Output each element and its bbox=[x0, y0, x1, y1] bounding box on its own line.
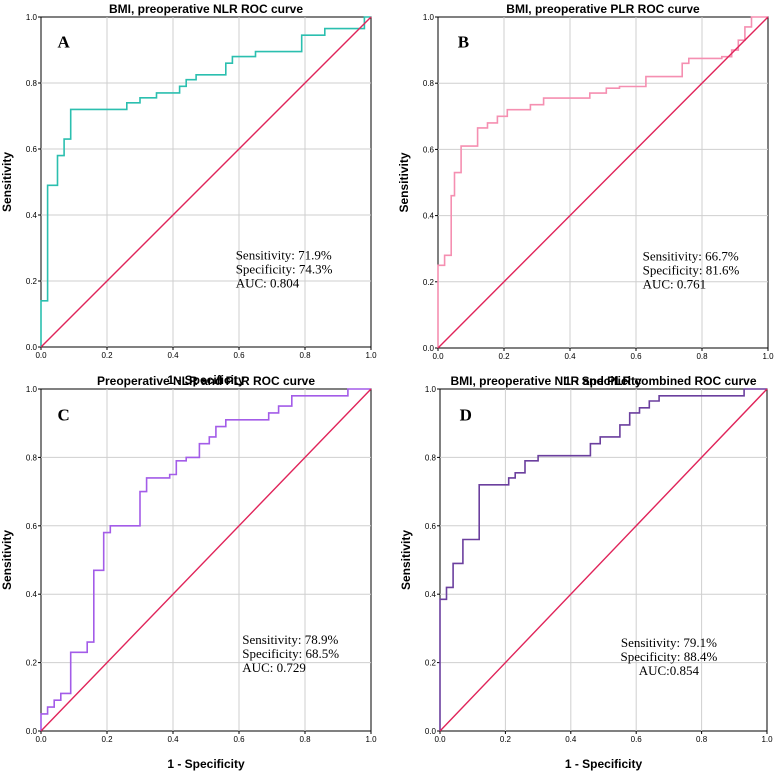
stat-text: Sensitivity: 71.9% bbox=[236, 248, 332, 263]
x-tick-label: 0.6 bbox=[233, 735, 245, 744]
panel-title: BMI, preoperative PLR ROC curve bbox=[506, 2, 700, 16]
roc-curve-line bbox=[40, 388, 371, 731]
x-tick-label: 1.0 bbox=[762, 352, 774, 361]
stat-text: AUC:0.854 bbox=[639, 663, 700, 678]
panel-title: Preoperative NLR and PLR ROC curve bbox=[97, 374, 315, 388]
x-tick-label: 0.6 bbox=[233, 351, 245, 360]
reference-diagonal-line bbox=[437, 16, 769, 349]
x-tick-label: 0.0 bbox=[35, 351, 47, 360]
y-tick-label: 0.8 bbox=[26, 453, 38, 462]
y-axis-label: Sensitivity bbox=[0, 530, 14, 590]
x-tick-label: 0.2 bbox=[500, 735, 512, 744]
stat-text: Sensitivity: 66.7% bbox=[643, 248, 739, 263]
y-tick-label: 0.6 bbox=[26, 522, 38, 531]
y-axis-label: Sensitivity bbox=[0, 152, 14, 212]
reference-diagonal-line bbox=[40, 388, 372, 732]
panel-letter: C bbox=[58, 405, 70, 424]
roc-panel-c: 0.0 0.2 0.4 0.6 0.8 1.0 0.0 0.2 0.4 0.6 0.8 1.0 Preo… bbox=[0, 374, 377, 771]
y-tick-label: 0.8 bbox=[425, 453, 437, 462]
x-tick-label: 1.0 bbox=[365, 735, 377, 744]
stat-text: AUC: 0.729 bbox=[242, 660, 306, 675]
stat-text: Sensitivity: 79.1% bbox=[621, 635, 717, 650]
roc-curve-line bbox=[437, 16, 768, 348]
y-tick-label: 0.2 bbox=[26, 659, 38, 668]
roc-panel-d: 0.0 0.2 0.4 0.6 0.8 1.0 0.0 0.2 0.4 0.6 0.8 1.0 BMI,… bbox=[399, 374, 773, 771]
x-tick-label: 0.4 bbox=[167, 351, 179, 360]
y-tick-label: 0.0 bbox=[26, 727, 38, 736]
panel-letter: B bbox=[458, 32, 469, 51]
x-tick-label: 0.2 bbox=[101, 735, 113, 744]
x-tick-label: 0.0 bbox=[434, 735, 446, 744]
x-tick-label: 1.0 bbox=[365, 351, 377, 360]
y-tick-label: 0.0 bbox=[26, 343, 38, 352]
y-tick-label: 0.4 bbox=[423, 212, 435, 221]
panel-letter: D bbox=[460, 405, 472, 424]
stat-text: Specificity: 74.3% bbox=[236, 262, 333, 277]
reference-diagonal-line bbox=[40, 16, 372, 348]
y-axis-label: Sensitivity bbox=[399, 530, 413, 590]
panel-title: BMI, preoperative NLR ROC curve bbox=[109, 2, 303, 16]
x-axis-label: 1 - Specificity bbox=[167, 373, 245, 387]
x-tick-label: 0.8 bbox=[696, 735, 708, 744]
y-tick-label: 1.0 bbox=[423, 13, 435, 22]
y-tick-label: 0.0 bbox=[425, 727, 437, 736]
y-axis-label: Sensitivity bbox=[397, 152, 411, 212]
y-tick-label: 1.0 bbox=[26, 385, 38, 394]
y-tick-label: 0.6 bbox=[425, 522, 437, 531]
panel-title: BMI, preoperative NLR and PLR combined R… bbox=[450, 374, 756, 388]
y-tick-label: 0.2 bbox=[26, 277, 38, 286]
x-tick-label: 0.6 bbox=[630, 352, 642, 361]
y-tick-label: 1.0 bbox=[425, 385, 437, 394]
x-tick-label: 0.4 bbox=[565, 735, 577, 744]
x-axis-label: 1 - Specificity bbox=[564, 374, 642, 388]
roc-curve-line bbox=[40, 16, 371, 347]
x-tick-label: 0.6 bbox=[631, 735, 643, 744]
stat-text: Specificity: 88.4% bbox=[621, 649, 718, 664]
x-axis-label: 1 - Specificity bbox=[167, 757, 245, 771]
x-tick-label: 0.4 bbox=[167, 735, 179, 744]
roc-panel-b: 0.0 0.2 0.4 0.6 0.8 1.0 0.0 0.2 0.4 0.6 0.8 1.0 BMI,… bbox=[397, 2, 774, 388]
stat-text: Specificity: 68.5% bbox=[242, 646, 339, 661]
x-tick-label: 0.8 bbox=[299, 351, 311, 360]
y-tick-label: 0.6 bbox=[26, 145, 38, 154]
y-tick-label: 0.2 bbox=[423, 278, 435, 287]
roc-panel-a: 0.0 0.2 0.4 0.6 0.8 1.0 0.0 0.2 0.4 0.6 0.8 1.0 BMI,… bbox=[0, 2, 377, 387]
y-tick-label: 0.6 bbox=[423, 145, 435, 154]
panel-letter: A bbox=[58, 32, 71, 51]
stat-text: Specificity: 81.6% bbox=[643, 262, 740, 277]
y-tick-label: 0.4 bbox=[425, 590, 437, 599]
y-tick-label: 0.4 bbox=[26, 590, 38, 599]
x-axis-label: 1 - Specificity bbox=[565, 757, 643, 771]
y-tick-label: 0.8 bbox=[423, 79, 435, 88]
y-tick-label: 0.2 bbox=[425, 659, 437, 668]
roc-curve-line bbox=[439, 388, 767, 731]
reference-diagonal-line bbox=[439, 388, 768, 732]
x-tick-label: 0.2 bbox=[101, 351, 113, 360]
x-tick-label: 0.8 bbox=[299, 735, 311, 744]
x-tick-label: 0.0 bbox=[35, 735, 47, 744]
x-tick-label: 0.2 bbox=[498, 352, 510, 361]
stat-text: Sensitivity: 78.9% bbox=[242, 632, 338, 647]
x-tick-label: 0.4 bbox=[564, 352, 576, 361]
y-tick-label: 0.0 bbox=[423, 344, 435, 353]
stat-text: AUC: 0.761 bbox=[643, 276, 707, 291]
y-tick-label: 1.0 bbox=[26, 13, 38, 22]
y-tick-label: 0.4 bbox=[26, 211, 38, 220]
x-tick-label: 1.0 bbox=[761, 735, 773, 744]
x-tick-label: 0.8 bbox=[696, 352, 708, 361]
x-tick-label: 0.0 bbox=[432, 352, 444, 361]
stat-text: AUC: 0.804 bbox=[236, 276, 300, 291]
y-tick-label: 0.8 bbox=[26, 79, 38, 88]
